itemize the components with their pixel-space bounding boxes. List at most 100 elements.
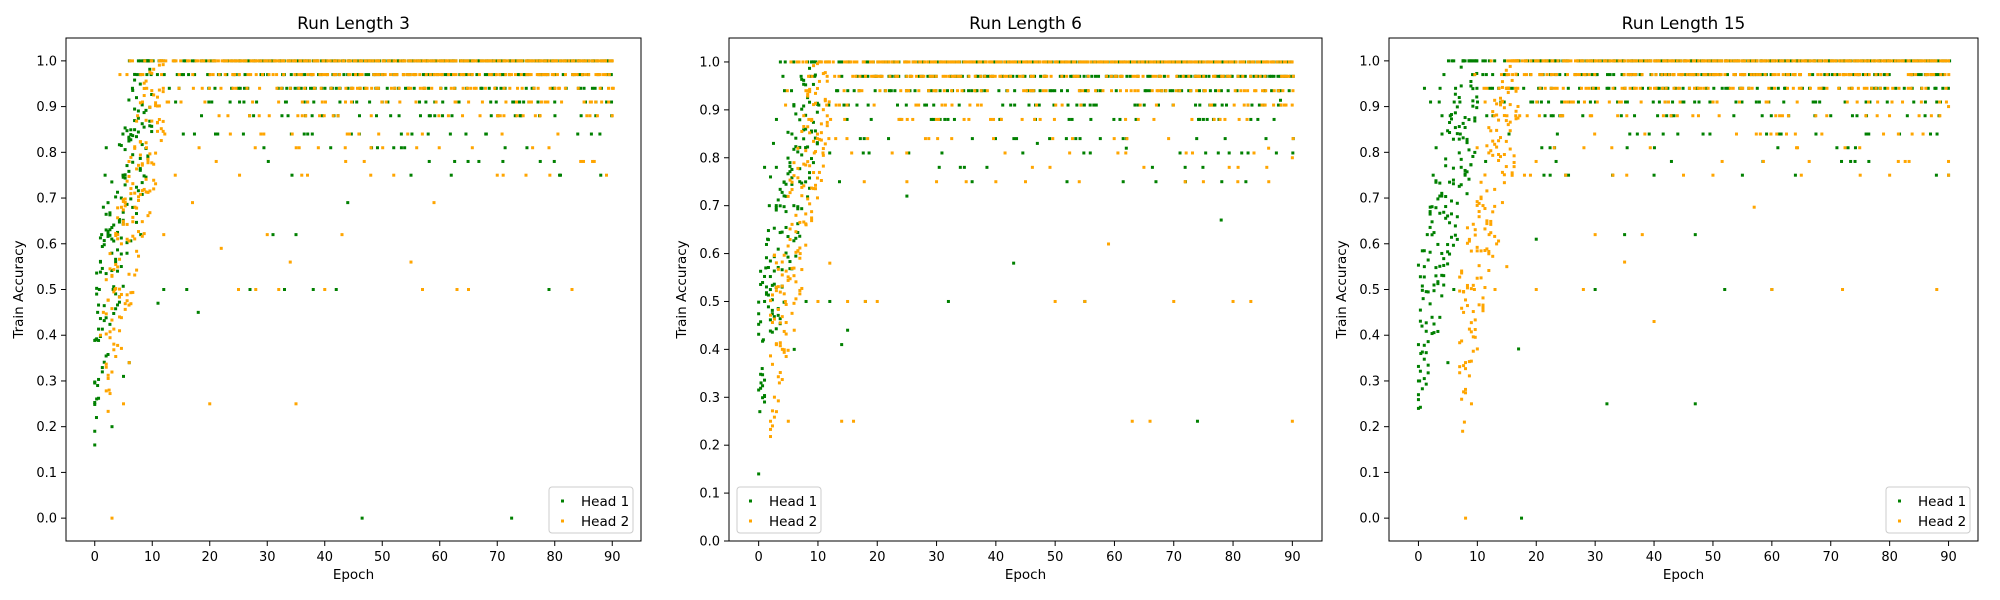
scatter-point-head-1 xyxy=(967,89,971,93)
scatter-point-head-2 xyxy=(1734,132,1738,136)
scatter-point-head-2 xyxy=(110,370,114,374)
scatter-point-head-1 xyxy=(427,159,431,163)
scatter-point-head-2 xyxy=(1924,86,1928,90)
scatter-point-head-1 xyxy=(1256,117,1260,121)
y-tick-label: 0.8 xyxy=(699,151,720,166)
scatter-point-head-2 xyxy=(1487,126,1491,130)
scatter-point-head-2 xyxy=(1661,114,1665,118)
scatter-point-head-2 xyxy=(1460,269,1464,273)
x-tick-label: 20 xyxy=(1528,550,1545,565)
scatter-point-head-2 xyxy=(1150,89,1154,93)
scatter-point-head-2 xyxy=(910,74,914,78)
scatter-point-head-1 xyxy=(997,89,1001,93)
scatter-point-head-1 xyxy=(757,472,761,476)
scatter-point-head-1 xyxy=(1280,60,1284,64)
scatter-point-head-1 xyxy=(1259,60,1263,64)
scatter-point-head-1 xyxy=(862,137,866,141)
scatter-point-head-1 xyxy=(1467,148,1471,152)
scatter-point-head-1 xyxy=(355,100,359,104)
scatter-point-head-1 xyxy=(1734,100,1738,104)
scatter-point-head-2 xyxy=(1492,114,1496,118)
scatter-point-head-1 xyxy=(1416,263,1420,267)
scatter-point-head-1 xyxy=(427,86,431,90)
scatter-point-head-2 xyxy=(101,310,105,314)
scatter-point-head-1 xyxy=(764,242,768,246)
scatter-point-head-2 xyxy=(846,299,850,303)
scatter-point-head-2 xyxy=(1520,59,1524,63)
scatter-point-head-1 xyxy=(125,251,129,255)
scatter-point-head-2 xyxy=(1664,59,1668,63)
scatter-point-head-1 xyxy=(1656,114,1660,118)
scatter-point-head-2 xyxy=(1473,233,1477,237)
scatter-point-head-2 xyxy=(1819,73,1823,77)
scatter-point-head-1 xyxy=(766,305,770,309)
scatter-point-head-2 xyxy=(150,59,154,63)
scatter-point-head-2 xyxy=(509,73,513,77)
scatter-point-head-2 xyxy=(251,59,255,63)
scatter-point-head-1 xyxy=(1201,165,1205,169)
scatter-point-head-2 xyxy=(246,73,250,77)
scatter-point-head-1 xyxy=(1776,59,1780,63)
scatter-point-head-1 xyxy=(1446,250,1450,254)
scatter-point-head-2 xyxy=(851,74,855,78)
scatter-point-head-2 xyxy=(1914,73,1918,77)
scatter-point-head-2 xyxy=(140,189,144,193)
scatter-point-head-2 xyxy=(1049,74,1053,78)
scatter-point-head-2 xyxy=(786,244,790,248)
scatter-point-head-2 xyxy=(129,192,133,196)
scatter-point-head-2 xyxy=(389,86,393,90)
scatter-point-head-2 xyxy=(1737,59,1741,63)
scatter-point-head-1 xyxy=(116,248,120,252)
scatter-point-head-2 xyxy=(1291,74,1295,78)
scatter-point-head-1 xyxy=(248,288,252,291)
scatter-point-head-1 xyxy=(1217,74,1221,78)
scatter-point-head-2 xyxy=(112,327,116,331)
scatter-point-head-2 xyxy=(600,100,604,104)
scatter-point-head-1 xyxy=(547,288,551,291)
scatter-point-head-2 xyxy=(516,86,520,90)
scatter-point-head-2 xyxy=(1134,74,1138,78)
scatter-point-head-2 xyxy=(129,155,133,159)
scatter-point-head-2 xyxy=(154,182,158,186)
scatter-point-head-2 xyxy=(1145,60,1149,64)
scatter-point-head-2 xyxy=(1467,360,1471,364)
scatter-point-head-1 xyxy=(1693,402,1697,406)
scatter-point-head-1 xyxy=(764,291,768,295)
scatter-point-head-2 xyxy=(582,159,585,163)
scatter-point-head-2 xyxy=(878,60,882,64)
scatter-point-head-1 xyxy=(93,401,97,405)
scatter-point-head-1 xyxy=(1448,221,1452,225)
scatter-point-head-2 xyxy=(1125,137,1129,141)
scatter-point-head-2 xyxy=(1759,59,1763,63)
scatter-point-head-2 xyxy=(772,415,776,419)
scatter-point-head-1 xyxy=(477,159,481,163)
scatter-point-head-2 xyxy=(934,117,938,121)
scatter-point-head-2 xyxy=(432,73,436,77)
scatter-point-head-2 xyxy=(1901,100,1905,104)
scatter-point-head-2 xyxy=(1901,59,1905,63)
scatter-point-head-2 xyxy=(1167,137,1171,141)
scatter-point-head-2 xyxy=(1778,114,1782,118)
scatter-point-head-2 xyxy=(382,59,386,63)
scatter-point-head-2 xyxy=(358,73,362,77)
scatter-point-head-2 xyxy=(157,59,161,63)
scatter-point-head-1 xyxy=(553,114,557,118)
scatter-point-head-1 xyxy=(1693,233,1697,237)
scatter-point-head-1 xyxy=(1453,233,1457,237)
scatter-point-head-2 xyxy=(1687,59,1691,63)
scatter-point-head-2 xyxy=(1858,146,1862,150)
scatter-point-head-1 xyxy=(794,112,798,116)
scatter-point-head-2 xyxy=(191,73,195,77)
scatter-point-head-2 xyxy=(122,402,125,406)
scatter-point-head-1 xyxy=(1459,157,1463,161)
scatter-point-head-1 xyxy=(138,59,142,63)
scatter-point-head-2 xyxy=(1070,137,1074,141)
scatter-point-head-1 xyxy=(774,206,778,210)
scatter-point-head-2 xyxy=(1808,59,1812,63)
scatter-point-head-2 xyxy=(802,114,806,118)
scatter-point-head-2 xyxy=(323,100,327,104)
y-tick-label: 0.7 xyxy=(36,192,57,207)
scatter-point-head-2 xyxy=(821,153,825,157)
scatter-point-head-2 xyxy=(1475,276,1479,280)
scatter-point-head-1 xyxy=(136,189,140,193)
